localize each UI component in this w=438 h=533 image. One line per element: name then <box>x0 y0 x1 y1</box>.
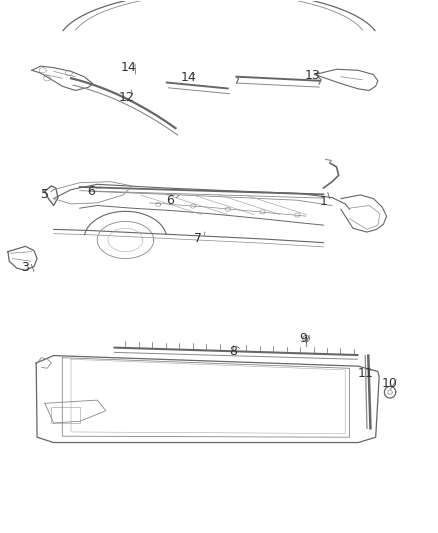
Text: 10: 10 <box>382 377 398 390</box>
Text: 3: 3 <box>21 261 29 274</box>
Text: 13: 13 <box>305 69 321 82</box>
Text: 14: 14 <box>121 61 137 74</box>
Bar <box>51 407 80 423</box>
Text: 1: 1 <box>319 195 327 208</box>
Text: 11: 11 <box>357 367 373 380</box>
Text: 9: 9 <box>300 332 307 345</box>
Text: 5: 5 <box>41 189 49 201</box>
Text: 12: 12 <box>119 91 134 104</box>
Text: 6: 6 <box>87 185 95 198</box>
Text: 6: 6 <box>166 194 174 207</box>
Text: 8: 8 <box>230 345 237 358</box>
Text: 7: 7 <box>194 232 202 245</box>
Text: 14: 14 <box>180 71 196 84</box>
